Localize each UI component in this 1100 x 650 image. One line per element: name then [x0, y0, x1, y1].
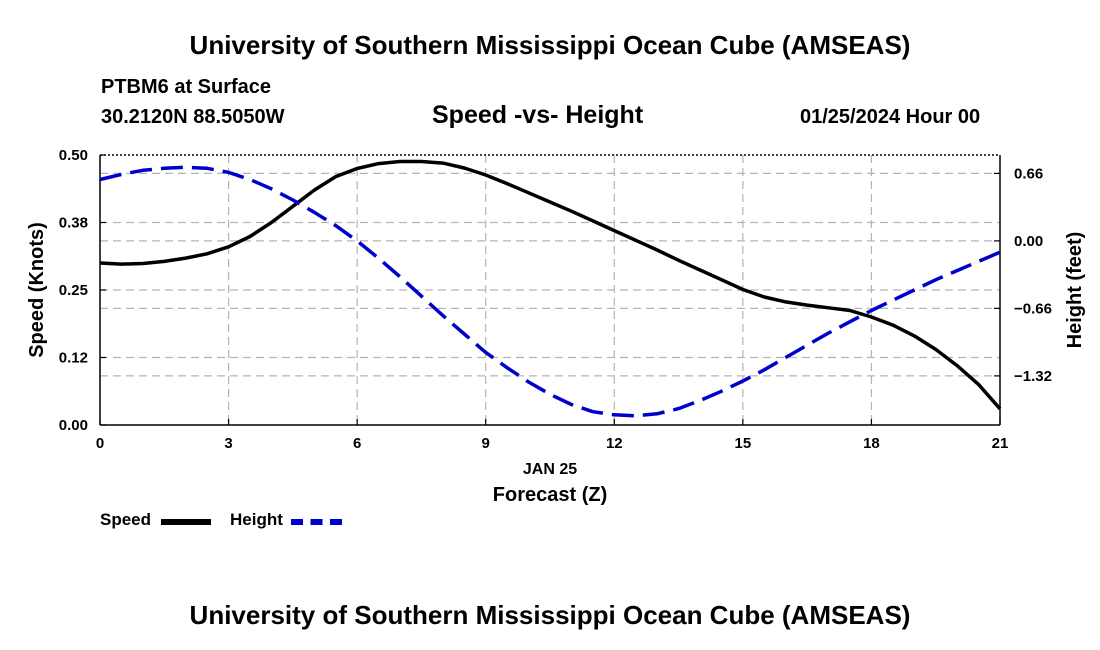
y2-tick-label: −1.32: [1014, 368, 1052, 385]
y-tick-label: 0.12: [59, 350, 88, 367]
x-tick-label: 6: [353, 435, 361, 452]
height-series-line: [99, 165, 1001, 418]
x-tick-label: 15: [735, 435, 752, 452]
y2-axis-title: Height (feet): [1064, 232, 1086, 349]
x-axis-title: Forecast (Z): [493, 484, 607, 506]
page-title: University of Southern Mississippi Ocean…: [189, 30, 911, 60]
legend-speed-label: Speed: [100, 510, 152, 529]
legend-height-label: Height: [230, 510, 283, 529]
x-tick-label: 21: [992, 435, 1009, 452]
chart-title: Speed -vs- Height: [432, 101, 644, 129]
station-label: PTBM6 at Surface: [101, 76, 272, 98]
y2-tick-label: 0.66: [1014, 165, 1043, 182]
footer-title: University of Southern Mississippi Ocean…: [189, 600, 911, 630]
y-tick-label: 0.50: [59, 147, 88, 164]
y2-tick-label: 0.00: [1014, 233, 1043, 250]
y2-tick-label: −0.66: [1014, 300, 1052, 317]
x-tick-label: 9: [482, 435, 490, 452]
datetime-label: 01/25/2024 Hour 00: [800, 106, 981, 128]
y-tick-label: 0.38: [59, 215, 88, 232]
coordinates-label: 30.2120N 88.5050W: [101, 106, 285, 128]
legend-height-swatch: [291, 519, 342, 525]
x-tick-label: 0: [96, 435, 104, 452]
legend-speed-swatch: [161, 519, 211, 525]
y-tick-label: 0.00: [59, 417, 88, 434]
x-tick-label: 12: [606, 435, 623, 452]
x-tick-label: 18: [863, 435, 880, 452]
x-tick-label: 3: [224, 435, 232, 452]
y-axis-title: Speed (Knots): [26, 222, 48, 358]
y-tick-label: 0.25: [59, 282, 88, 299]
x-sublabel: JAN 25: [523, 461, 577, 478]
speed-series-line: [99, 159, 1002, 410]
